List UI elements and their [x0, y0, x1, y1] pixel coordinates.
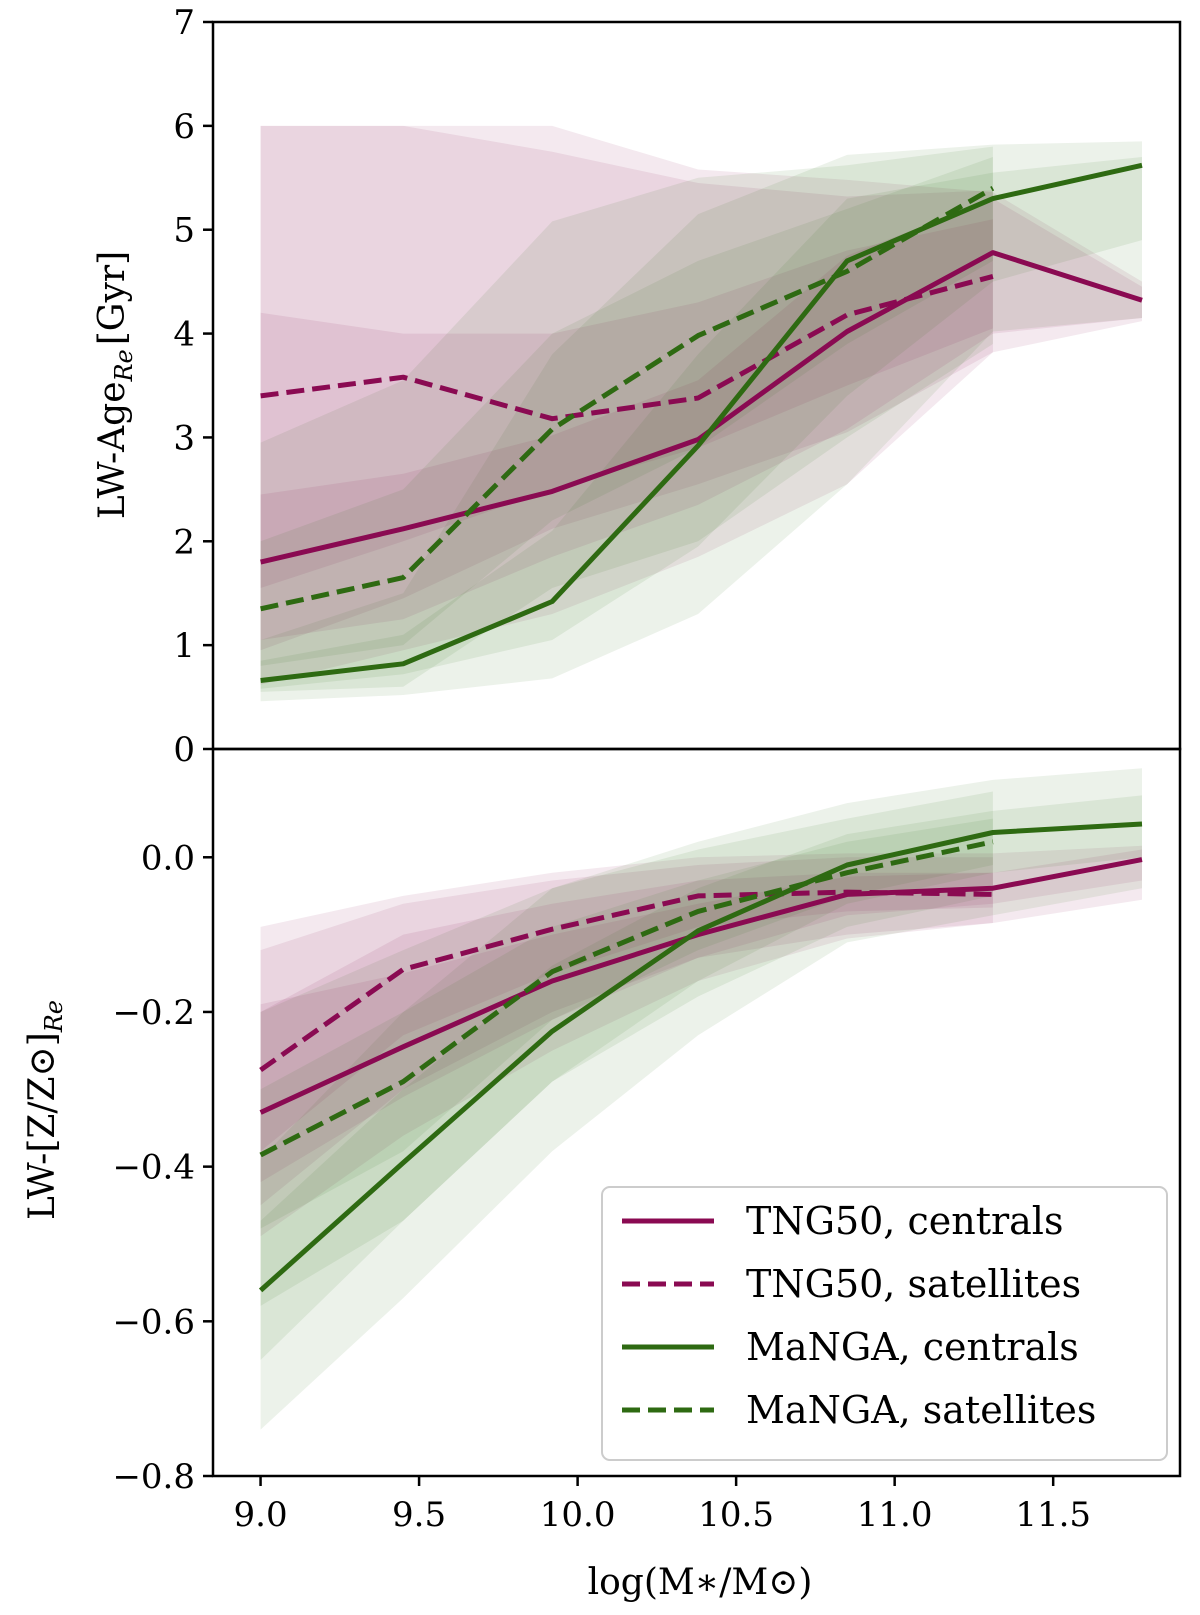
band-outer-manga-satellites — [260, 791, 993, 1306]
series-line-manga-centrals — [258, 821, 1143, 1293]
legend-label: MaNGA, satellites — [746, 1388, 1096, 1432]
y-tick-label: −0.6 — [112, 1302, 195, 1342]
x-axis-label: log(M∗/M⊙) — [588, 1562, 813, 1603]
bottom-y-axis-label: LW-[Z/Z⊙]Re — [22, 1000, 68, 1220]
top-panel: 0 1 2 3 4 5 6 7 LW-AgeRe [Gyr] — [92, 3, 1182, 770]
y-tick-label: 4 — [173, 315, 195, 355]
top-y-ticks: 0 1 2 3 4 5 6 7 — [173, 3, 213, 770]
legend-label: TNG50, satellites — [746, 1262, 1081, 1306]
top-y-axis-label-main: LW-Age — [92, 382, 133, 520]
top-lines — [260, 162, 1143, 683]
series-line-manga-satellites — [260, 186, 995, 612]
series-line-tng50-satellites — [259, 889, 993, 1073]
bottom-y-ticks: −0.8 −0.6 −0.4 −0.2 0.0 — [112, 838, 213, 1497]
bottom-x-ticks: 9.0 9.5 10.0 10.5 11.0 11.5 — [234, 1476, 1091, 1535]
legend-item: TNG50, centrals — [622, 1199, 1063, 1243]
band-inner-tng50-centrals — [260, 849, 1143, 1183]
y-tick-label: 2 — [173, 522, 195, 562]
top-y-axis-label: LW-AgeRe [Gyr] — [92, 251, 138, 519]
series-line-tng50-centrals — [259, 857, 1143, 1115]
band-outer-tng50-centrals — [260, 125, 1143, 685]
bottom-y-axis-label-subscript: Re — [40, 1000, 68, 1033]
band-inner-tng50-satellites — [260, 872, 993, 1152]
x-tick-label: 11.5 — [1015, 1495, 1091, 1535]
band-outer-tng50-centrals — [260, 845, 1143, 1237]
legend-label: MaNGA, centrals — [746, 1325, 1079, 1369]
band-outer-tng50-satellites — [260, 857, 993, 1206]
x-tick-label: 10.5 — [698, 1495, 774, 1535]
series-line-manga-centrals — [260, 162, 1143, 683]
bottom-panel: −0.8 −0.6 −0.4 −0.2 0.0 9.0 9.5 10.0 10.5 11.0 11… — [22, 747, 1182, 1603]
bottom-panel-frame — [211, 747, 1182, 1478]
band-outer-manga-centrals — [260, 141, 1143, 702]
y-tick-label: −0.4 — [112, 1148, 195, 1188]
y-tick-label: 3 — [173, 418, 195, 458]
legend-item: MaNGA, satellites — [622, 1388, 1096, 1432]
y-tick-label: 0 — [173, 730, 195, 770]
band-outer-manga-satellites — [260, 146, 993, 692]
series-line-tng50-satellites — [260, 273, 994, 422]
legend-frame — [601, 1186, 1168, 1461]
legend-item: MaNGA, centrals — [622, 1325, 1079, 1369]
x-tick-label: 9.0 — [234, 1495, 288, 1535]
y-tick-label: 6 — [173, 107, 195, 147]
y-tick-label: 1 — [173, 626, 195, 666]
top-y-axis-label-subscript: Re — [110, 349, 138, 382]
legend-label: TNG50, centrals — [746, 1199, 1063, 1243]
bottom-y-axis-label-main: LW-[Z/Z⊙] — [22, 1032, 63, 1220]
bottom-lines — [258, 821, 1143, 1293]
x-tick-label: 11.0 — [857, 1495, 933, 1535]
x-tick-label: 10.0 — [540, 1495, 616, 1535]
y-tick-label: 5 — [173, 211, 195, 251]
y-tick-label: 7 — [173, 3, 195, 43]
band-inner-tng50-satellites — [260, 219, 993, 589]
legend-item: TNG50, satellites — [622, 1262, 1081, 1306]
series-line-tng50-centrals — [260, 250, 1143, 565]
band-outer-manga-centrals — [260, 768, 1143, 1430]
y-tick-label: −0.8 — [112, 1457, 195, 1497]
band-inner-manga-satellites — [260, 157, 993, 666]
y-tick-label: −0.2 — [112, 993, 195, 1033]
top-y-axis-label-unit: [Gyr] — [92, 251, 133, 345]
x-tick-label: 9.5 — [392, 1495, 446, 1535]
y-tick-label: 0.0 — [141, 838, 195, 878]
series-line-manga-satellites — [259, 839, 994, 1158]
legend: TNG50, centrals TNG50, satellites MaNGA,… — [601, 1186, 1168, 1461]
band-inner-tng50-centrals — [260, 198, 1143, 640]
